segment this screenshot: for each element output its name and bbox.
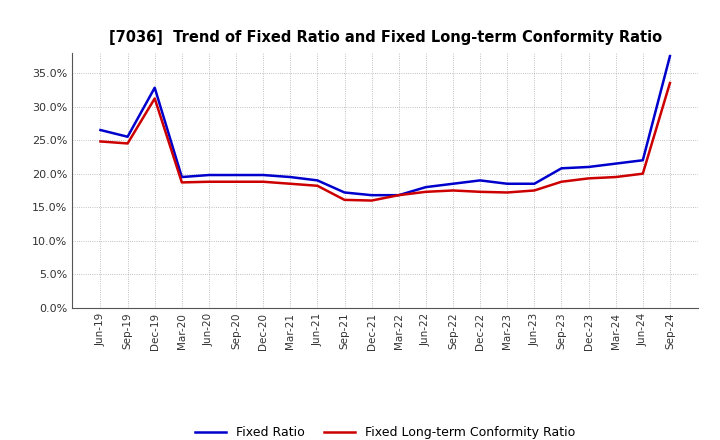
Fixed Ratio (476, 178, 485, 183)
Fixed Long-term Conformity Ratio (611, 174, 620, 180)
Fixed Ratio (665, 54, 674, 59)
Fixed Long-term Conformity Ratio (204, 179, 213, 184)
Fixed Ratio (611, 161, 620, 166)
Fixed Ratio (286, 174, 294, 180)
Fixed Ratio (639, 158, 647, 163)
Legend: Fixed Ratio, Fixed Long-term Conformity Ratio: Fixed Ratio, Fixed Long-term Conformity … (190, 422, 580, 440)
Fixed Ratio (503, 181, 511, 187)
Fixed Long-term Conformity Ratio (639, 171, 647, 176)
Fixed Ratio (232, 172, 240, 178)
Fixed Long-term Conformity Ratio (530, 188, 539, 193)
Fixed Ratio (367, 193, 376, 198)
Fixed Ratio (449, 181, 457, 187)
Fixed Ratio (421, 184, 430, 190)
Line: Fixed Ratio: Fixed Ratio (101, 56, 670, 195)
Fixed Long-term Conformity Ratio (123, 141, 132, 146)
Title: [7036]  Trend of Fixed Ratio and Fixed Long-term Conformity Ratio: [7036] Trend of Fixed Ratio and Fixed Lo… (109, 29, 662, 45)
Fixed Long-term Conformity Ratio (178, 180, 186, 185)
Fixed Long-term Conformity Ratio (449, 188, 457, 193)
Fixed Ratio (395, 193, 403, 198)
Fixed Long-term Conformity Ratio (259, 179, 268, 184)
Fixed Long-term Conformity Ratio (476, 189, 485, 194)
Fixed Long-term Conformity Ratio (584, 176, 593, 181)
Fixed Ratio (313, 178, 322, 183)
Fixed Long-term Conformity Ratio (341, 197, 349, 202)
Fixed Ratio (178, 174, 186, 180)
Fixed Ratio (150, 85, 159, 90)
Fixed Long-term Conformity Ratio (150, 96, 159, 101)
Fixed Long-term Conformity Ratio (557, 179, 566, 184)
Fixed Ratio (123, 134, 132, 139)
Fixed Ratio (204, 172, 213, 178)
Fixed Long-term Conformity Ratio (313, 183, 322, 188)
Fixed Ratio (96, 128, 105, 133)
Fixed Long-term Conformity Ratio (367, 198, 376, 203)
Fixed Long-term Conformity Ratio (395, 193, 403, 198)
Fixed Long-term Conformity Ratio (232, 179, 240, 184)
Fixed Long-term Conformity Ratio (286, 181, 294, 187)
Fixed Long-term Conformity Ratio (421, 189, 430, 194)
Fixed Long-term Conformity Ratio (96, 139, 105, 144)
Fixed Ratio (530, 181, 539, 187)
Fixed Long-term Conformity Ratio (503, 190, 511, 195)
Fixed Ratio (584, 164, 593, 169)
Fixed Long-term Conformity Ratio (665, 81, 674, 86)
Fixed Ratio (557, 166, 566, 171)
Line: Fixed Long-term Conformity Ratio: Fixed Long-term Conformity Ratio (101, 83, 670, 201)
Fixed Ratio (259, 172, 268, 178)
Fixed Ratio (341, 190, 349, 195)
